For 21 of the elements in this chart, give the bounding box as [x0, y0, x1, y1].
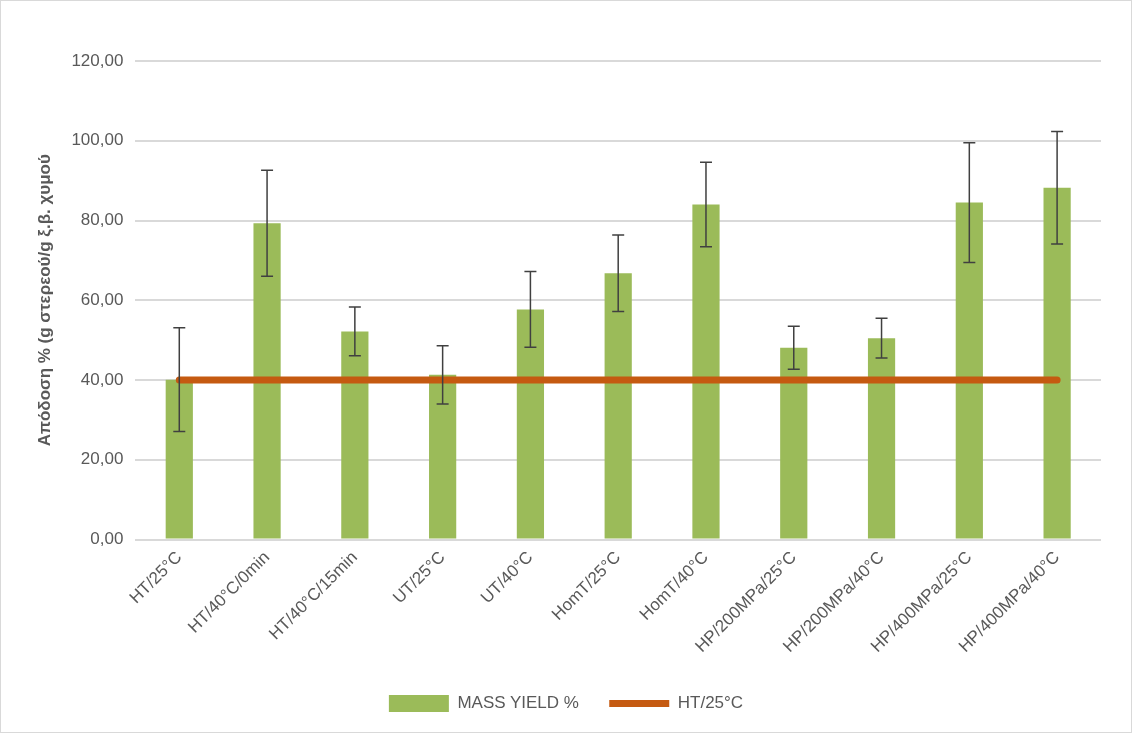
- bar: [1043, 187, 1071, 539]
- y-tick-label: 20,00: [80, 449, 124, 469]
- y-tick-label: 100,00: [71, 130, 124, 150]
- y-tick-label: 120,00: [71, 50, 124, 70]
- y-tick-label: 80,00: [80, 210, 124, 230]
- bar: [253, 223, 281, 539]
- bar: [692, 204, 720, 539]
- y-tick-label: 60,00: [80, 289, 124, 309]
- bar: [867, 338, 896, 539]
- bar: [780, 347, 808, 539]
- y-axis-title: Απόδοση % (g στερεού/g ξ.β. χυμού: [34, 154, 54, 447]
- legend-label: MASS YIELD %: [457, 693, 579, 713]
- bar: [604, 273, 632, 539]
- bar: [955, 202, 983, 539]
- y-tick-label: 40,00: [80, 369, 124, 389]
- bar: [516, 309, 545, 539]
- bar: [429, 374, 457, 539]
- bar: [165, 379, 193, 539]
- bar: [341, 331, 369, 539]
- y-tick-label: 0,00: [90, 529, 124, 549]
- legend-label: HT/25°C: [677, 693, 744, 713]
